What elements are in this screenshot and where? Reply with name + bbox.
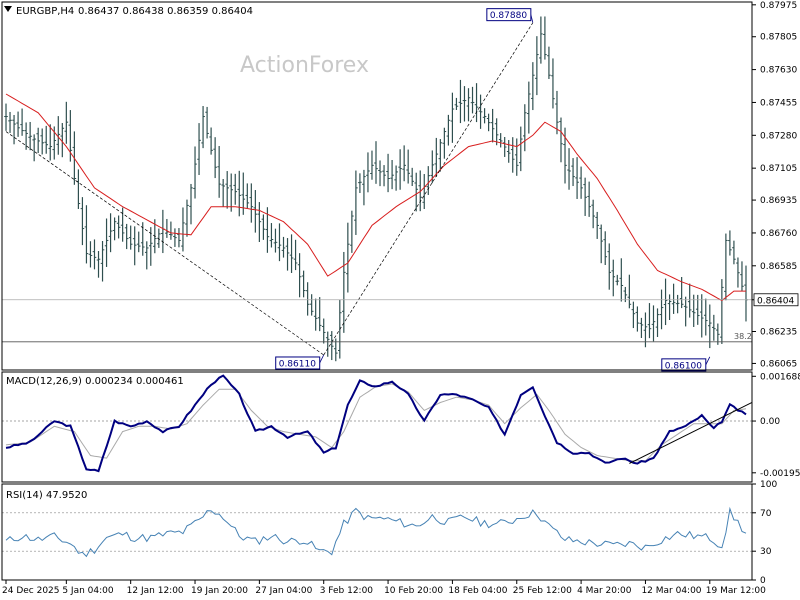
price-annotation-label: 0.86100: [665, 361, 702, 371]
rsi-panel: [2, 506, 752, 558]
price-tick-label: 0.87630: [760, 66, 797, 76]
rsi-frame: [1, 483, 753, 581]
x-tick-label: 12 Mar 04:00: [641, 586, 701, 596]
price-annotation-leader: [705, 356, 711, 366]
macd-panel: [2, 374, 753, 473]
moving-average-line: [5, 93, 746, 302]
symbol-label: EURGBP,H4: [16, 6, 74, 17]
price-panel: 38.2 0.87880 0.86110 0.86100: [2, 8, 752, 372]
x-tick-label: 27 Jan 04:00: [255, 586, 312, 596]
x-tick-label: 12 Jan 12:00: [127, 586, 184, 596]
macd-frame: [1, 371, 753, 483]
price-frame: [1, 1, 753, 371]
price-annotation-label: 0.86110: [279, 359, 316, 369]
x-tick-label: 10 Feb 20:00: [384, 586, 443, 596]
price-tick-label: 0.87105: [760, 164, 797, 174]
macd-line: [5, 374, 747, 473]
price-annotation-leader: [530, 14, 534, 23]
rsi-tick-label: 100: [760, 480, 777, 490]
ohlc-values: 0.86437 0.86438 0.86359 0.86404: [78, 6, 253, 17]
price-tick-label: 0.86065: [760, 359, 797, 369]
rsi-tick-label: 0: [760, 576, 766, 586]
fib-level-label: 38.2: [734, 332, 752, 341]
price-annotation-label: 0.87880: [490, 11, 527, 21]
current-price-label: 0.86404: [757, 296, 794, 306]
macd-tick-label: 0.00: [760, 417, 780, 427]
price-tick-label: 0.87805: [760, 33, 797, 43]
price-tick-label: 0.86760: [760, 229, 797, 239]
x-tick-label: 19 Mar 12:00: [706, 586, 766, 596]
dropdown-triangle-icon[interactable]: [4, 6, 12, 12]
price-tick-label: 0.86235: [760, 328, 797, 338]
macd-tick-label: -0.001953: [760, 469, 800, 479]
current-price-box: [753, 293, 799, 307]
rsi-header: RSI(14) 47.9520: [6, 490, 87, 501]
x-tick-label: 4 Mar 20:00: [577, 586, 632, 596]
price-tick-label: 0.87280: [760, 131, 797, 141]
x-tick-label: 5 Jan 04:00: [62, 586, 114, 596]
watermark: ActionForex: [240, 53, 369, 78]
macd-header: MACD(12,26,9) 0.000234 0.000461: [6, 376, 184, 387]
x-tick-label: 24 Dec 2025: [2, 586, 60, 596]
macd-support-trendline: [629, 402, 753, 464]
price-annotation-leader: [319, 354, 325, 364]
rsi-tick-label: 30: [760, 547, 772, 557]
x-tick-label: 3 Feb 12:00: [320, 586, 374, 596]
x-tick-label: 25 Feb 12:00: [513, 586, 572, 596]
rsi-line: [5, 506, 747, 558]
price-tick-label: 0.87455: [760, 98, 797, 108]
x-tick-label: 19 Jan 20:00: [191, 586, 248, 596]
price-tick-label: 0.86585: [760, 262, 797, 272]
price-tick-label: 0.87975: [760, 1, 797, 11]
price-tick-label: 0.86935: [760, 196, 797, 206]
macd-tick-label: 0.001688: [760, 372, 800, 382]
x-tick-label: 18 Feb 04:00: [448, 586, 507, 596]
rsi-tick-label: 70: [760, 509, 772, 519]
